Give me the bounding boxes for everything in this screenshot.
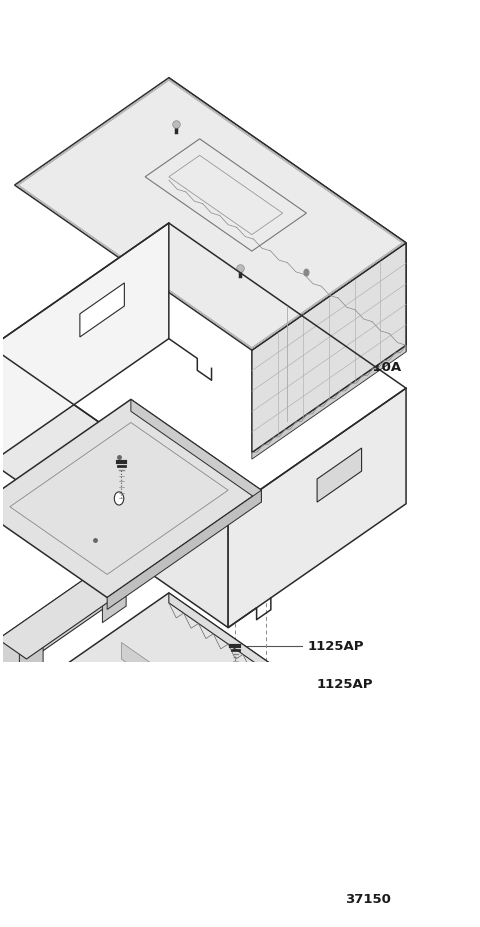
Polygon shape	[204, 885, 216, 917]
Polygon shape	[50, 671, 180, 761]
Text: 37150: 37150	[345, 892, 391, 905]
Polygon shape	[121, 642, 311, 792]
Polygon shape	[252, 244, 406, 453]
Polygon shape	[0, 557, 117, 682]
Text: 1125AP: 1125AP	[317, 678, 373, 691]
Polygon shape	[0, 557, 145, 659]
Polygon shape	[107, 490, 261, 610]
Polygon shape	[169, 79, 406, 346]
Text: 37160A: 37160A	[13, 460, 70, 473]
Polygon shape	[131, 400, 261, 502]
Text: 37112: 37112	[345, 504, 391, 517]
Polygon shape	[0, 709, 97, 807]
Polygon shape	[102, 580, 126, 623]
Polygon shape	[0, 223, 169, 463]
Polygon shape	[0, 400, 261, 598]
Polygon shape	[228, 388, 406, 628]
Polygon shape	[19, 638, 43, 680]
Polygon shape	[317, 449, 361, 502]
Text: 1125AP: 1125AP	[307, 640, 364, 653]
Polygon shape	[169, 593, 406, 768]
Polygon shape	[129, 725, 264, 819]
Polygon shape	[169, 181, 406, 352]
Polygon shape	[0, 593, 406, 927]
Circle shape	[304, 270, 309, 276]
Circle shape	[114, 492, 124, 505]
Text: 1129AU: 1129AU	[13, 456, 71, 469]
Polygon shape	[0, 348, 228, 628]
Polygon shape	[145, 758, 406, 927]
Polygon shape	[252, 346, 406, 460]
Polygon shape	[80, 284, 124, 337]
Polygon shape	[14, 79, 406, 350]
Text: 37110A: 37110A	[345, 361, 401, 374]
Polygon shape	[26, 709, 216, 857]
